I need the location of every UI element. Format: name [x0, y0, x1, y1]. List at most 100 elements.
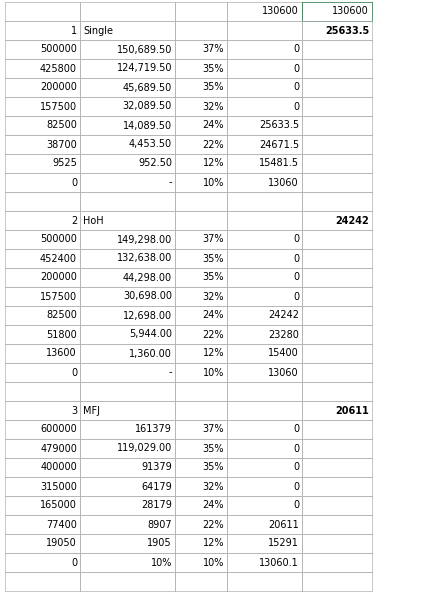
Text: 24242: 24242 — [335, 216, 369, 225]
Text: 23280: 23280 — [268, 330, 299, 339]
Text: 4,453.50: 4,453.50 — [129, 139, 172, 150]
Bar — [302, 135, 372, 154]
Bar — [80, 325, 175, 344]
Text: 130600: 130600 — [332, 7, 369, 17]
Bar — [80, 268, 175, 287]
Bar — [80, 306, 175, 325]
Bar — [5, 287, 80, 306]
Bar — [302, 477, 372, 496]
Bar — [302, 420, 372, 439]
Text: -: - — [169, 177, 172, 187]
Bar — [175, 211, 227, 230]
Bar — [175, 2, 227, 21]
Bar — [5, 439, 80, 458]
Bar — [80, 173, 175, 192]
Bar — [80, 515, 175, 534]
Bar — [175, 572, 227, 591]
Text: 0: 0 — [293, 254, 299, 264]
Bar — [80, 97, 175, 116]
Bar — [80, 154, 175, 173]
Text: 1905: 1905 — [147, 538, 172, 548]
Text: 165000: 165000 — [40, 500, 77, 511]
Bar — [302, 534, 372, 553]
Bar — [80, 534, 175, 553]
Bar — [175, 154, 227, 173]
Bar — [5, 78, 80, 97]
Text: 45,689.50: 45,689.50 — [123, 83, 172, 92]
Bar — [175, 287, 227, 306]
Text: 600000: 600000 — [40, 424, 77, 434]
Bar — [227, 173, 302, 192]
Bar — [302, 363, 372, 382]
Text: 0: 0 — [293, 83, 299, 92]
Text: 500000: 500000 — [40, 44, 77, 54]
Bar — [5, 21, 80, 40]
Bar — [5, 268, 80, 287]
Bar — [175, 363, 227, 382]
Text: 5,944.00: 5,944.00 — [129, 330, 172, 339]
Text: 0: 0 — [293, 291, 299, 301]
Text: 132,638.00: 132,638.00 — [117, 254, 172, 264]
Bar — [227, 534, 302, 553]
Bar — [302, 40, 372, 59]
Text: 0: 0 — [293, 44, 299, 54]
Text: 12%: 12% — [202, 158, 224, 169]
Bar — [80, 21, 175, 40]
Text: 37%: 37% — [202, 424, 224, 434]
Bar — [175, 325, 227, 344]
Text: 24%: 24% — [202, 310, 224, 320]
Bar — [5, 363, 80, 382]
Bar — [80, 116, 175, 135]
Bar — [175, 306, 227, 325]
Bar — [227, 192, 302, 211]
Bar — [175, 116, 227, 135]
Bar — [302, 249, 372, 268]
Text: 35%: 35% — [202, 254, 224, 264]
Text: 22%: 22% — [202, 330, 224, 339]
Bar — [302, 59, 372, 78]
Text: 130600: 130600 — [262, 7, 299, 17]
Bar — [5, 211, 80, 230]
Text: 1,360.00: 1,360.00 — [129, 349, 172, 359]
Text: 1: 1 — [71, 25, 77, 36]
Bar — [175, 496, 227, 515]
Bar — [5, 325, 80, 344]
Bar — [227, 306, 302, 325]
Bar — [175, 401, 227, 420]
Text: 124,719.50: 124,719.50 — [117, 63, 172, 73]
Bar — [175, 553, 227, 572]
Text: -: - — [169, 368, 172, 378]
Text: 952.50: 952.50 — [138, 158, 172, 169]
Bar — [5, 192, 80, 211]
Bar — [227, 268, 302, 287]
Text: 15400: 15400 — [268, 349, 299, 359]
Text: 479000: 479000 — [40, 444, 77, 453]
Bar — [302, 344, 372, 363]
Text: 25633.5: 25633.5 — [325, 25, 369, 36]
Text: 20611: 20611 — [268, 519, 299, 530]
Bar — [302, 401, 372, 420]
Text: 8907: 8907 — [147, 519, 172, 530]
Bar — [5, 230, 80, 249]
Bar — [80, 287, 175, 306]
Bar — [302, 116, 372, 135]
Bar — [302, 306, 372, 325]
Bar — [227, 515, 302, 534]
Text: 28179: 28179 — [141, 500, 172, 511]
Text: 22%: 22% — [202, 139, 224, 150]
Text: 91379: 91379 — [141, 463, 172, 472]
Bar — [227, 572, 302, 591]
Bar — [175, 344, 227, 363]
Bar — [5, 249, 80, 268]
Text: 35%: 35% — [202, 83, 224, 92]
Text: 13060: 13060 — [268, 368, 299, 378]
Text: 0: 0 — [293, 272, 299, 283]
Bar — [5, 420, 80, 439]
Bar — [227, 325, 302, 344]
Bar — [80, 496, 175, 515]
Bar — [5, 382, 80, 401]
Bar — [302, 154, 372, 173]
Text: 35%: 35% — [202, 272, 224, 283]
Text: 32%: 32% — [202, 102, 224, 111]
Bar — [227, 458, 302, 477]
